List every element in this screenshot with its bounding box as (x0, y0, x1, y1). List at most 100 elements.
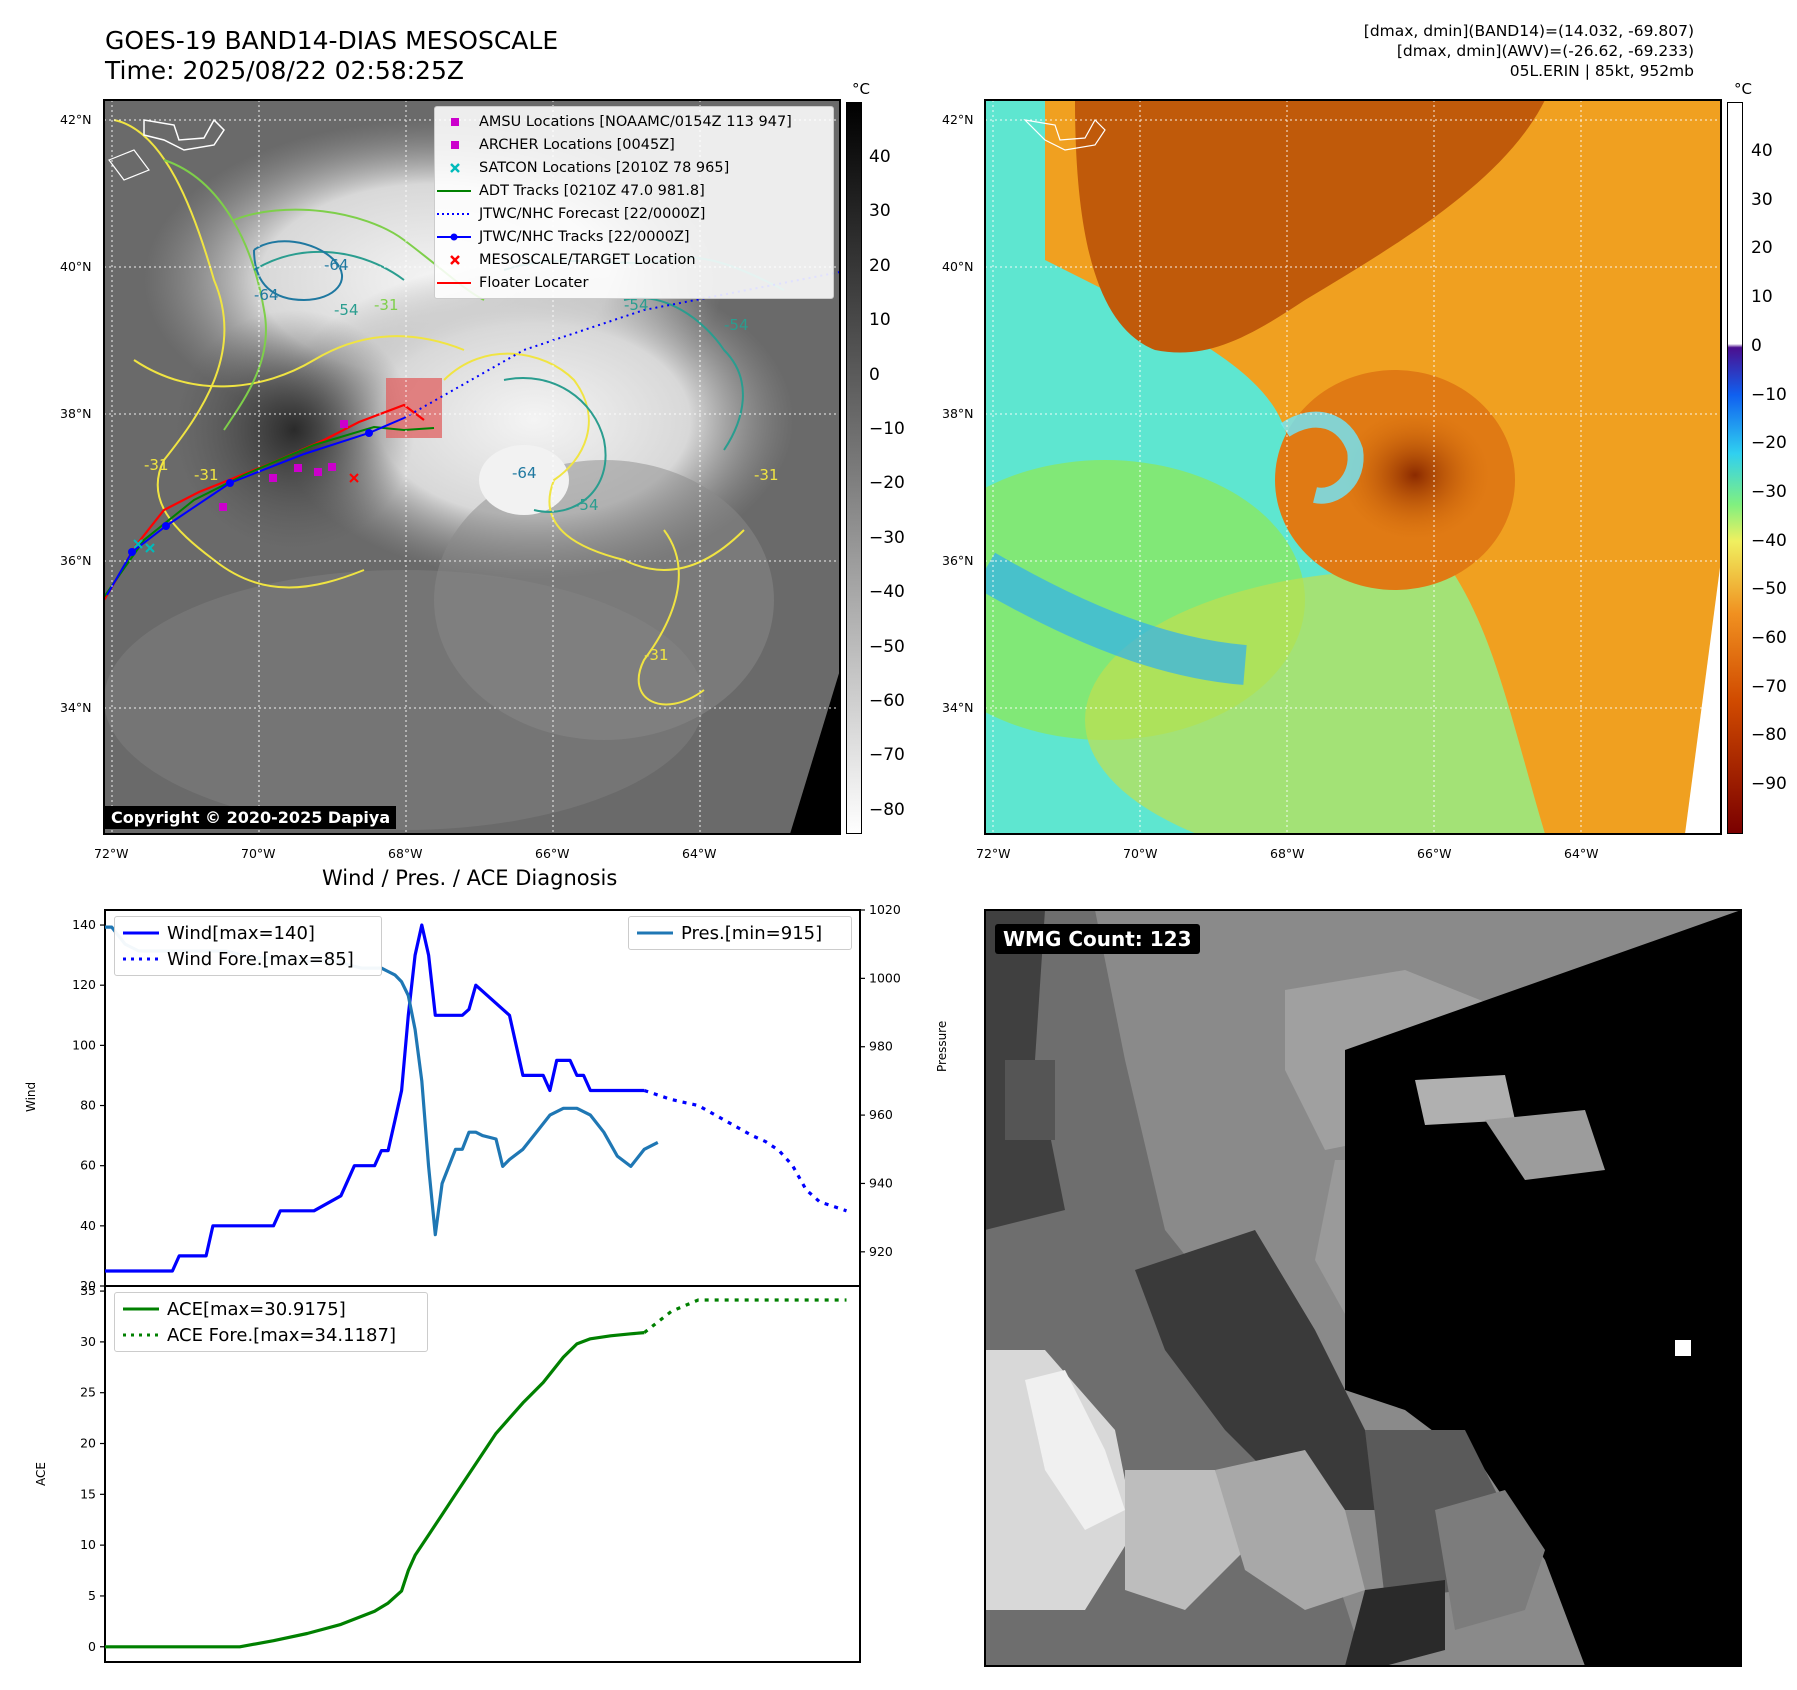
y-tick-label: 120 (72, 977, 96, 992)
lon-label: 70°W (1123, 846, 1158, 861)
colorbar-unit: °C (852, 80, 870, 98)
contour-label: -31 (644, 646, 669, 664)
line-icon (435, 273, 473, 293)
lat-label: 40°N (60, 259, 92, 274)
y-tick-label: 60 (80, 1158, 96, 1173)
y-tick-label: 40 (80, 1218, 96, 1233)
y-tick-label: 80 (80, 1098, 96, 1113)
legend-ace-forecast-label: ACE Fore.[max=34.1187] (167, 1324, 396, 1346)
y-tick-label: 20 (80, 1278, 96, 1293)
legend-wind-label: Wind[max=140] (167, 922, 315, 944)
colorbar-tick: −80 (1751, 725, 1787, 746)
contour-label: -31 (194, 466, 219, 484)
legend-pressure-label: Pres.[min=915] (681, 922, 823, 944)
y-tick-label: 35 (80, 1283, 96, 1298)
series-line-ace-fore (643, 1298, 847, 1334)
contour-label: -31 (754, 466, 779, 484)
colorbar-tick: −20 (1751, 433, 1787, 454)
map-legend-label: AMSU Locations [NOAAMC/0154Z 113 947] (479, 113, 792, 130)
ace-legend: ACE[max=30.9175] ACE Fore.[max=34.1187] (114, 1292, 428, 1352)
wind-legend: Wind[max=140] Wind Fore.[max=85] (114, 916, 382, 976)
lat-label: 42°N (942, 112, 974, 127)
plot-frame (104, 1285, 861, 1663)
awv-colorbar (1727, 102, 1743, 834)
lon-label: 66°W (535, 846, 570, 861)
lat-label: 36°N (942, 553, 974, 568)
lon-label: 68°W (1270, 846, 1305, 861)
y-tick-label: 25 (80, 1385, 96, 1400)
y2-tick-label: 980 (869, 1039, 893, 1054)
colorbar-tick: −70 (1751, 676, 1787, 697)
lat-label: 36°N (60, 553, 92, 568)
y-tick-label: 20 (80, 1436, 96, 1451)
map-legend-label: JTWC/NHC Forecast [22/0000Z] (479, 205, 706, 222)
contour-label: -54 (574, 496, 599, 514)
map-legend-label: JTWC/NHC Tracks [22/0000Z] (479, 228, 690, 245)
colorbar-tick: 10 (869, 310, 891, 331)
page-timestamp: Time: 2025/08/22 02:58:25Z (105, 56, 464, 85)
colorbar-tick: 30 (1751, 189, 1773, 210)
colorbar-tick: −60 (869, 691, 905, 711)
y-tick-label: 30 (80, 1334, 96, 1349)
pressure-axis-label: Pressure (935, 1020, 949, 1072)
series-line-wind-fore (643, 1088, 848, 1213)
contour-label: -64 (512, 464, 537, 482)
y-tick-label: 5 (88, 1588, 96, 1603)
map-legend-item: Floater Locater (435, 271, 833, 294)
lon-label: 64°W (682, 846, 717, 861)
lon-label: 72°W (94, 846, 129, 861)
map-legend-label: ARCHER Locations [0045Z] (479, 136, 675, 153)
map-legend-item: JTWC/NHC Tracks [22/0000Z] (435, 225, 833, 248)
map-legend-item: AMSU Locations [NOAAMC/0154Z 113 947] (435, 110, 833, 133)
legend-ace-label: ACE[max=30.9175] (167, 1298, 346, 1320)
wmg-panel: WMG Count: 123 (985, 910, 1741, 1666)
y2-tick-label: 960 (869, 1107, 893, 1122)
colorbar-tick: −50 (1751, 579, 1787, 600)
colorbar-tick: −10 (869, 419, 905, 439)
map-legend-label: MESOSCALE/TARGET Location (479, 251, 696, 268)
series-line-ace (105, 1331, 645, 1649)
wind-axis-label: Wind (24, 1081, 38, 1112)
colorbar-tick: 20 (1751, 238, 1773, 259)
lat-label: 42°N (60, 112, 92, 127)
lon-label: 66°W (1417, 846, 1452, 861)
contour-label: -54 (724, 316, 749, 334)
lat-label: 38°N (942, 406, 974, 421)
awv-map-panel (985, 100, 1721, 834)
map-legend-label: Floater Locater (479, 274, 589, 291)
colorbar-tick: −10 (1751, 384, 1787, 405)
colorbar-tick: −80 (869, 799, 905, 820)
map-legend-item: ARCHER Locations [0045Z] (435, 133, 833, 156)
lon-label: 72°W (976, 846, 1011, 861)
y-tick-label: 15 (80, 1486, 96, 1501)
contour-label: -54 (334, 301, 359, 319)
contour-label: -64 (254, 286, 279, 304)
map-legend-item: JTWC/NHC Forecast [22/0000Z] (435, 202, 833, 225)
colorbar-unit: °C (1734, 80, 1752, 98)
y-tick-label: 10 (80, 1537, 96, 1552)
meta-storm-info: 05L.ERIN | 85kt, 952mb (1509, 62, 1694, 80)
page-title: GOES-19 BAND14-DIAS MESOSCALE (105, 26, 559, 55)
line-icon (435, 181, 473, 201)
y2-tick-label: 1000 (869, 970, 901, 985)
map-legend-label: ADT Tracks [0210Z 47.0 981.8] (479, 182, 705, 199)
lon-label: 64°W (1564, 846, 1599, 861)
x-marker-icon (435, 158, 473, 178)
colorbar-tick: 40 (1751, 141, 1773, 161)
colorbar-tick: −40 (1751, 530, 1787, 551)
ace-axis-label: ACE (34, 1462, 48, 1486)
colorbar-tick: −40 (869, 582, 905, 603)
y2-tick-label: 1020 (869, 902, 901, 917)
wmg-image (985, 910, 1741, 1666)
map-legend: AMSU Locations [NOAAMC/0154Z 113 947] ARC… (434, 106, 834, 299)
colorbar-tick: 20 (869, 255, 891, 276)
lat-label: 34°N (942, 700, 974, 715)
colorbar-tick: 30 (869, 201, 891, 222)
series-line-wind (105, 923, 645, 1273)
colorbar-tick: −60 (1751, 628, 1787, 648)
lat-label: 38°N (60, 406, 92, 421)
lon-label: 68°W (388, 846, 423, 861)
copyright-badge: Copyright © 2020-2025 Dapiya (105, 806, 397, 829)
colorbar-tick: −50 (869, 636, 905, 657)
dotted-line-icon (435, 204, 473, 224)
